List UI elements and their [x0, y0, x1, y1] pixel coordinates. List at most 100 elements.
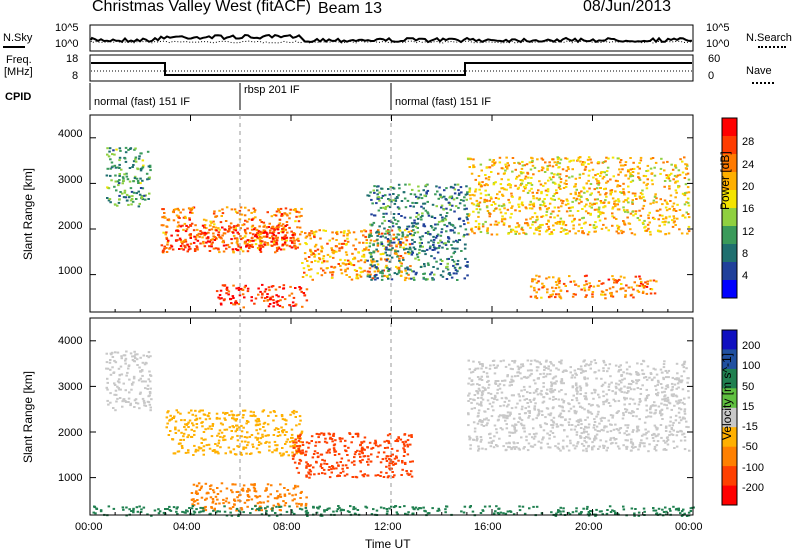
velocity-cell-0 — [264, 434, 267, 437]
velocity-cell-3 — [655, 444, 659, 447]
velocity-cell-0 — [259, 437, 263, 440]
velocity-cell-3 — [467, 382, 470, 385]
power-cell-3 — [355, 273, 359, 276]
power-cell-4 — [589, 183, 593, 185]
power-cell-6 — [423, 194, 426, 197]
velocity-cell-0 — [240, 430, 244, 433]
velocity-cell-2 — [227, 501, 231, 504]
power-cell-4 — [532, 203, 535, 206]
velocity-cell-1 — [310, 435, 314, 438]
power-cell-6 — [379, 235, 382, 238]
velocity-cell-3 — [493, 394, 497, 397]
power-cell-4 — [514, 233, 517, 235]
velocity-cell-3 — [538, 361, 541, 364]
power-cell-4 — [589, 202, 592, 205]
velocity-cell-0 — [193, 433, 196, 436]
power-cell-1 — [246, 239, 250, 242]
velocity-cell-3 — [531, 445, 535, 448]
velocity-cell-5 — [164, 508, 167, 510]
velocity-cell-1 — [407, 473, 410, 476]
power-cell-2 — [305, 299, 309, 302]
power-cell-5 — [133, 177, 137, 180]
power-cell-1 — [250, 239, 253, 242]
velocity-cell-0 — [235, 418, 238, 421]
power-cell-3 — [332, 256, 335, 259]
velocity-cell-0 — [254, 436, 257, 439]
velocity-cell-1 — [344, 439, 347, 442]
power-cell-0 — [202, 242, 205, 245]
power-cell-7 — [620, 287, 623, 290]
power-cell-6 — [375, 273, 378, 276]
power-cell-0 — [275, 249, 279, 252]
velocity-cell-3 — [572, 444, 575, 447]
power-cell-6 — [441, 218, 444, 221]
power-cell-3 — [365, 239, 368, 242]
velocity-cell-3 — [617, 370, 620, 373]
velocity-cell-3 — [481, 390, 485, 393]
power-cell-3 — [352, 244, 355, 247]
power-cell-6 — [449, 229, 452, 232]
power-cell-4 — [605, 170, 609, 173]
velocity-cell-2 — [212, 500, 215, 503]
power-cell-5 — [116, 204, 119, 207]
power-cell-4 — [611, 215, 614, 218]
velocity-cell-0 — [258, 423, 262, 426]
power-cell-6 — [445, 230, 448, 233]
power-cell-6 — [400, 200, 404, 202]
power-cell-6 — [390, 200, 393, 203]
power-cell-4 — [562, 220, 566, 223]
velocity-cell-3 — [510, 378, 513, 381]
power-cell-3 — [322, 255, 326, 258]
velocity-cell-3 — [517, 393, 520, 396]
power-cell-1 — [189, 242, 193, 245]
velocity-cell-3 — [572, 394, 575, 397]
power-cell-4 — [658, 214, 662, 217]
velocity-cell-1 — [388, 462, 391, 465]
velocity-cell-1 — [328, 451, 331, 454]
power-cell-4 — [574, 183, 577, 186]
power-cell-0 — [208, 224, 212, 227]
power-cell-6 — [387, 188, 390, 190]
power-cell-4 — [477, 211, 480, 214]
velocity-cell-3 — [677, 401, 680, 404]
power-cell-4 — [539, 226, 542, 229]
power-cell-0 — [221, 241, 224, 243]
power-cell-3 — [324, 229, 327, 232]
power-cell-4 — [605, 156, 608, 159]
power-cell-6 — [384, 236, 387, 239]
velocity-cell-3 — [537, 366, 540, 369]
velocity-cell-3 — [678, 407, 681, 410]
power-cell-4 — [595, 202, 598, 205]
power-cell-4 — [619, 161, 622, 164]
velocity-cell-3 — [683, 417, 686, 420]
power-cell-7 — [585, 274, 588, 277]
velocity-cell-3 — [636, 408, 639, 410]
power-cell-6 — [390, 278, 394, 281]
power-cell-6 — [454, 269, 458, 272]
power-cell-7 — [554, 296, 557, 299]
power-cell-1 — [275, 246, 279, 249]
power-cell-6 — [396, 273, 399, 276]
power-cell-3 — [330, 249, 334, 251]
velocity-cell-3 — [557, 398, 561, 401]
power-cell-6 — [413, 278, 416, 281]
velocity-cell-3 — [605, 425, 608, 428]
power-cell-2 — [243, 286, 247, 289]
power-cell-4 — [542, 167, 545, 170]
power-cell-4 — [678, 173, 682, 176]
power-cell-6 — [413, 241, 416, 243]
velocity-cell-1 — [360, 441, 364, 444]
power-cell-4 — [568, 230, 571, 233]
power-cell-6 — [428, 247, 432, 250]
power-cell-4 — [551, 210, 554, 213]
velocity-cell-3 — [577, 421, 580, 424]
power-cell-3 — [342, 234, 346, 237]
velocity-cell-2 — [254, 509, 258, 512]
power-cell-4 — [593, 208, 597, 211]
velocity-cell-0 — [220, 431, 224, 434]
power-cell-6 — [447, 236, 450, 239]
power-cell-3 — [317, 260, 320, 263]
velocity-cell-3 — [516, 365, 520, 368]
power-cell-6 — [393, 202, 397, 205]
power-cell-4 — [549, 212, 553, 215]
